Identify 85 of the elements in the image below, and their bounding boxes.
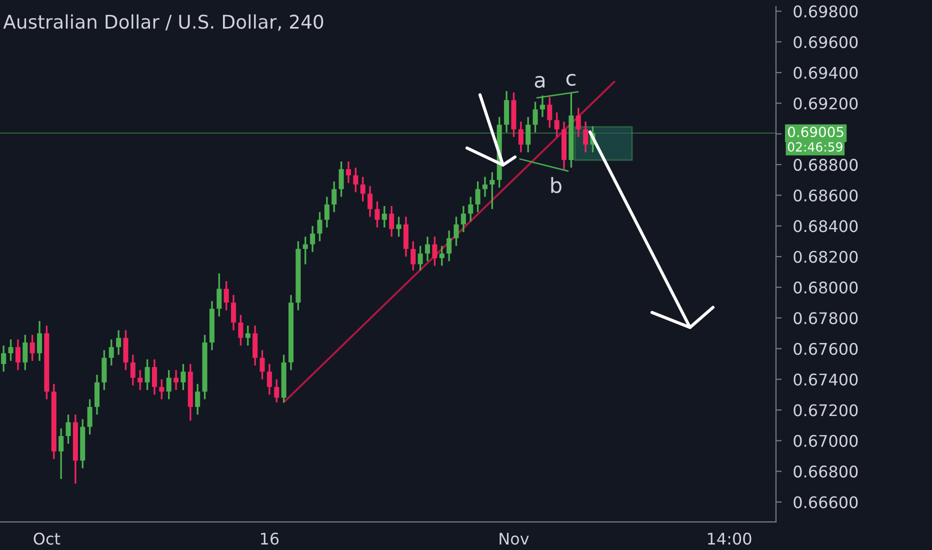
candlestick	[144, 358, 150, 391]
candlestick	[432, 236, 438, 267]
y-tick-label: 0.68400	[794, 220, 858, 232]
candlestick	[231, 294, 236, 332]
candlestick	[475, 180, 480, 213]
candlestick	[468, 196, 474, 222]
candlestick	[360, 176, 366, 202]
candlestick	[302, 236, 308, 266]
chart-title: Australian Dollar / U.S. Dollar, 240	[3, 14, 324, 31]
candlestick	[454, 216, 459, 247]
candlestick	[260, 349, 265, 380]
candlestick	[547, 96, 552, 129]
candlestick	[490, 171, 495, 210]
candlestick	[159, 378, 164, 400]
candlestick	[66, 414, 71, 445]
candlestick	[174, 369, 179, 391]
candlestick	[389, 205, 394, 238]
candlestick	[224, 280, 229, 312]
candlestick	[396, 216, 402, 238]
candlestick	[482, 176, 488, 198]
ref-line-label: 0.69005	[788, 126, 844, 138]
y-tick-label: 0.68200	[794, 250, 858, 263]
annotation: c	[566, 74, 576, 86]
annotation: a	[534, 76, 544, 88]
candlestick	[353, 166, 358, 194]
candlestick	[424, 236, 430, 262]
candlestick	[1, 344, 6, 372]
candlestick	[554, 112, 560, 138]
y-tick-label: 0.69800	[794, 5, 858, 18]
x-tick-label: 14:00	[708, 532, 752, 545]
candlestick	[180, 363, 186, 391]
candlestick	[8, 338, 14, 362]
candlestick	[418, 245, 423, 272]
x-tick-label: Nov	[500, 532, 529, 545]
x-tick-label: 16	[261, 532, 279, 545]
y-tick-label: 0.68800	[794, 158, 858, 171]
candlestick	[317, 211, 322, 242]
candlestick	[58, 428, 64, 480]
candlestick	[152, 358, 157, 396]
candlestick	[37, 320, 42, 362]
y-tick-label: 0.68000	[794, 281, 858, 294]
candlestick	[22, 334, 28, 371]
y-tick-label: 0.67000	[794, 434, 858, 447]
text: 02:46:59	[788, 142, 842, 152]
candlestick	[368, 185, 373, 218]
candlestick	[346, 160, 351, 184]
y-tick-label: 0.66600	[794, 496, 858, 508]
candlestick	[195, 383, 200, 416]
y-tick-label: 0.67200	[794, 404, 858, 416]
candlestick	[216, 272, 222, 318]
y-tick-label: 0.67400	[794, 374, 858, 386]
candlestick	[266, 363, 272, 396]
candlestick	[238, 314, 244, 346]
candlestick	[324, 196, 330, 228]
candlestick	[138, 369, 143, 391]
candlestick	[30, 334, 35, 362]
y-tick-label: 0.69200	[794, 97, 858, 110]
annotation: b	[551, 176, 562, 194]
candlestick	[15, 338, 20, 371]
y-tick-label: 0.66800	[794, 466, 858, 478]
y-tick-label: 0.69600	[794, 36, 858, 48]
candlestick	[382, 205, 387, 228]
candlestick	[116, 329, 122, 356]
candlestick	[87, 398, 92, 436]
candlestick	[130, 354, 136, 386]
y-tick-label: 0.67800	[794, 312, 858, 324]
candlestick	[446, 230, 452, 262]
candlestick	[310, 225, 316, 253]
candlestick	[332, 180, 337, 213]
candlestick	[439, 245, 444, 267]
y-tick-label: 0.67600	[794, 342, 858, 355]
candlestick	[245, 324, 250, 346]
candlestick	[518, 120, 524, 154]
candlestick	[108, 338, 114, 366]
candlestick	[338, 160, 344, 198]
candlestick	[374, 200, 380, 228]
candlestick	[166, 369, 172, 400]
candlestick	[460, 205, 466, 233]
candlestick	[576, 106, 581, 138]
candlestick	[410, 240, 416, 272]
y-tick-label: 0.68600	[794, 189, 858, 202]
y-tick-label: 0.69400	[794, 66, 858, 79]
candlestick	[583, 120, 588, 154]
x-tick-label: Oct	[34, 532, 60, 545]
candlestick	[274, 378, 280, 404]
